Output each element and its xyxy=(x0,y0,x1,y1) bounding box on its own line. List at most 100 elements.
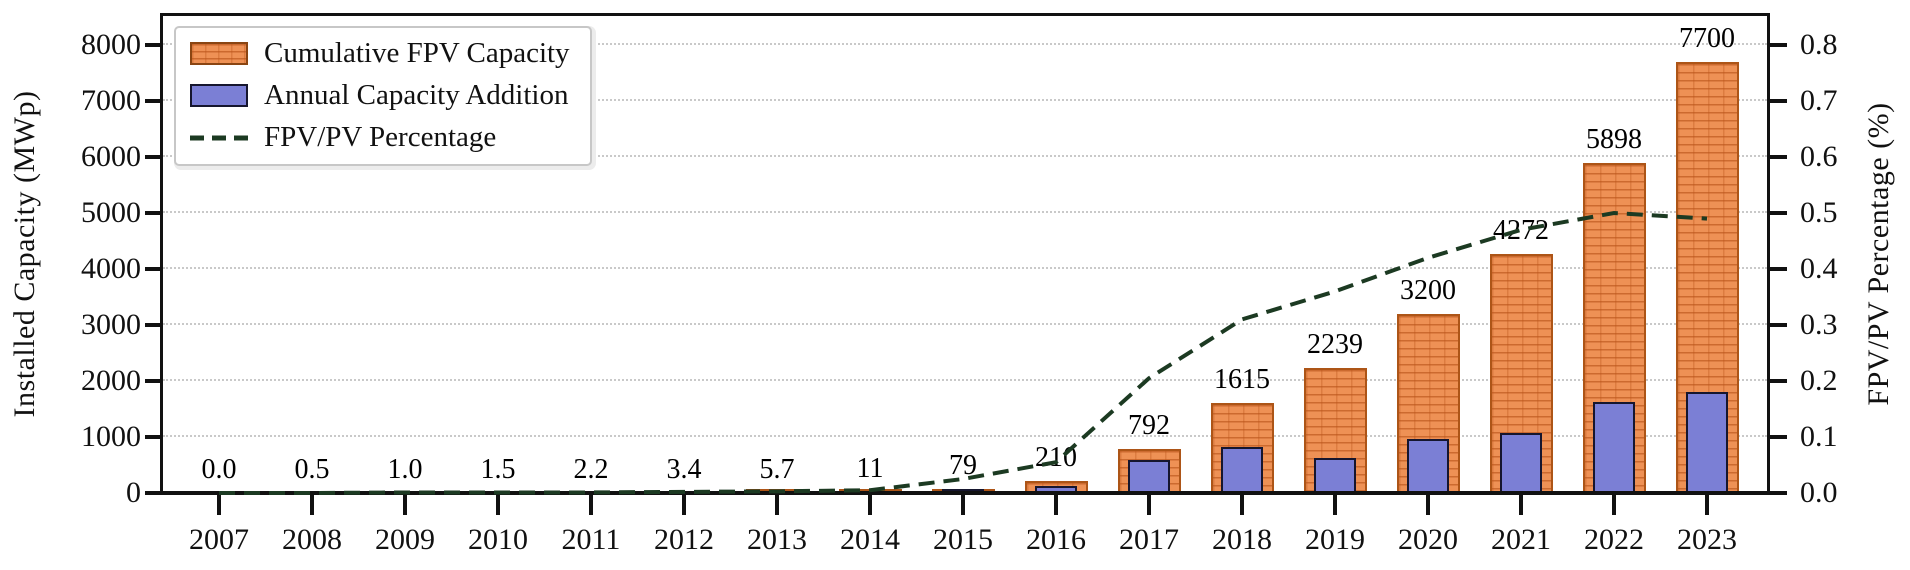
y-axis-tick-label-right: 0.5 xyxy=(1800,196,1838,229)
bar-annual-2017 xyxy=(1128,460,1170,493)
gridline xyxy=(163,155,1767,158)
x-axis-tick xyxy=(775,495,779,515)
bar-value-label: 792 xyxy=(1128,409,1170,441)
bar-value-label: 3.4 xyxy=(666,453,702,485)
x-axis-tick xyxy=(961,495,965,515)
y-axis-tick-label-right: 0.6 xyxy=(1800,140,1838,173)
y-axis-tick-right xyxy=(1767,379,1787,383)
legend-label-percentage: FPV/PV Percentage xyxy=(264,121,497,153)
bar-value-label: 11 xyxy=(856,453,884,485)
x-axis-tick xyxy=(217,495,221,515)
bar-value-label: 5898 xyxy=(1586,123,1642,155)
bar-value-label: 5.7 xyxy=(759,453,795,485)
gridline xyxy=(163,267,1767,270)
y-axis-tick-left xyxy=(145,379,163,383)
left-spine xyxy=(160,13,163,495)
y-axis-tick-left xyxy=(145,99,163,103)
y-axis-tick-label-left: 5000 xyxy=(81,196,141,229)
y-axis-tick-label-left: 0 xyxy=(126,476,141,509)
gridline xyxy=(163,43,1767,46)
plot-area: 0.0 0.5 1.0 1.5 2.2 3.4 5.7 11 79 210 792 1615 2239 3… xyxy=(163,15,1767,495)
percentage-line xyxy=(219,210,1708,495)
x-axis-tick xyxy=(682,495,686,515)
y-axis-tick-label-left: 2000 xyxy=(81,364,141,397)
y-axis-tick-label-right: 0.2 xyxy=(1800,364,1838,397)
bar-value-label: 79 xyxy=(949,449,977,481)
gridline xyxy=(163,379,1767,382)
bar-value-label: 1615 xyxy=(1214,363,1270,395)
x-axis-tick xyxy=(1147,495,1151,515)
x-axis-tick-label: 2020 xyxy=(1398,523,1458,556)
x-axis-tick xyxy=(1612,495,1616,515)
y-axis-tick-left xyxy=(145,267,163,271)
x-axis-tick-label: 2015 xyxy=(933,523,993,556)
y-axis-tick-right xyxy=(1767,267,1787,271)
x-axis-tick-label: 2023 xyxy=(1677,523,1737,556)
x-axis-tick-label: 2021 xyxy=(1491,523,1551,556)
y-axis-tick-left xyxy=(145,323,163,327)
y-axis-tick-label-left: 3000 xyxy=(81,308,141,341)
bottom-spine xyxy=(160,491,1770,495)
dashed-line-swatch-icon xyxy=(190,135,248,140)
y-axis-tick-right xyxy=(1767,435,1787,439)
y-axis-tick-label-right: 0.7 xyxy=(1800,84,1838,117)
x-axis-tick-label: 2017 xyxy=(1119,523,1179,556)
x-axis-tick-label: 2022 xyxy=(1584,523,1644,556)
legend-item-annual: Annual Capacity Addition xyxy=(190,78,570,112)
x-axis-tick-label: 2016 xyxy=(1026,523,1086,556)
y-axis-tick-right xyxy=(1767,323,1787,327)
x-axis-tick-label: 2011 xyxy=(561,523,621,556)
x-axis-tick xyxy=(1705,495,1709,515)
x-axis-tick xyxy=(868,495,872,515)
y-axis-tick-right xyxy=(1767,211,1787,215)
x-axis-tick xyxy=(1519,495,1523,515)
y-axis-tick-label-left: 8000 xyxy=(81,28,141,61)
bar-value-label: 3200 xyxy=(1400,274,1456,306)
x-axis-tick xyxy=(1333,495,1337,515)
bar-annual-2022 xyxy=(1593,401,1635,493)
bar-value-label: 1.5 xyxy=(480,453,516,485)
x-axis-tick-label: 2013 xyxy=(747,523,807,556)
legend-item-percentage: FPV/PV Percentage xyxy=(190,120,570,154)
gridline xyxy=(163,435,1767,438)
bar-annual-2018 xyxy=(1221,446,1263,493)
y-axis-tick-right xyxy=(1767,43,1787,47)
cumulative-bar-swatch-icon xyxy=(190,41,248,65)
x-axis-tick xyxy=(310,495,314,515)
bar-value-label: 0.5 xyxy=(294,453,330,485)
y-axis-tick-right xyxy=(1767,99,1787,103)
y-axis-tick-label-left: 7000 xyxy=(81,84,141,117)
gridline xyxy=(163,99,1767,102)
gridline xyxy=(163,211,1767,214)
x-axis-tick-label: 2018 xyxy=(1212,523,1272,556)
y-axis-tick-label-left: 4000 xyxy=(81,252,141,285)
x-axis-tick xyxy=(589,495,593,515)
y-axis-tick-left xyxy=(145,211,163,215)
y-axis-tick-label-right: 0.8 xyxy=(1800,28,1838,61)
bar-value-label: 2.2 xyxy=(573,453,609,485)
gridline xyxy=(163,323,1767,326)
y-axis-tick-left xyxy=(145,491,163,495)
legend-item-cumulative: Cumulative FPV Capacity xyxy=(190,36,570,70)
legend-label-cumulative: Cumulative FPV Capacity xyxy=(264,37,570,69)
right-spine xyxy=(1767,13,1770,495)
x-axis-tick-label: 2009 xyxy=(375,523,435,556)
y-axis-tick-label-right: 0.4 xyxy=(1800,252,1838,285)
y-axis-tick-left xyxy=(145,43,163,47)
bar-value-label: 2239 xyxy=(1307,328,1363,360)
bar-annual-2023 xyxy=(1686,392,1728,493)
y-axis-tick-right xyxy=(1767,491,1787,495)
annual-bar-swatch-icon xyxy=(190,83,248,107)
bar-value-label: 4272 xyxy=(1493,214,1549,246)
y-axis-tick-left xyxy=(145,155,163,159)
y-axis-tick-label-right: 0.3 xyxy=(1800,308,1838,341)
bar-value-label: 7700 xyxy=(1679,22,1735,54)
y-axis-tick-label-left: 6000 xyxy=(81,140,141,173)
bar-annual-2020 xyxy=(1407,439,1449,493)
x-axis-tick xyxy=(496,495,500,515)
x-axis-tick-label: 2012 xyxy=(654,523,714,556)
x-axis-tick-label: 2008 xyxy=(282,523,342,556)
x-axis-tick xyxy=(1426,495,1430,515)
x-axis-tick xyxy=(403,495,407,515)
